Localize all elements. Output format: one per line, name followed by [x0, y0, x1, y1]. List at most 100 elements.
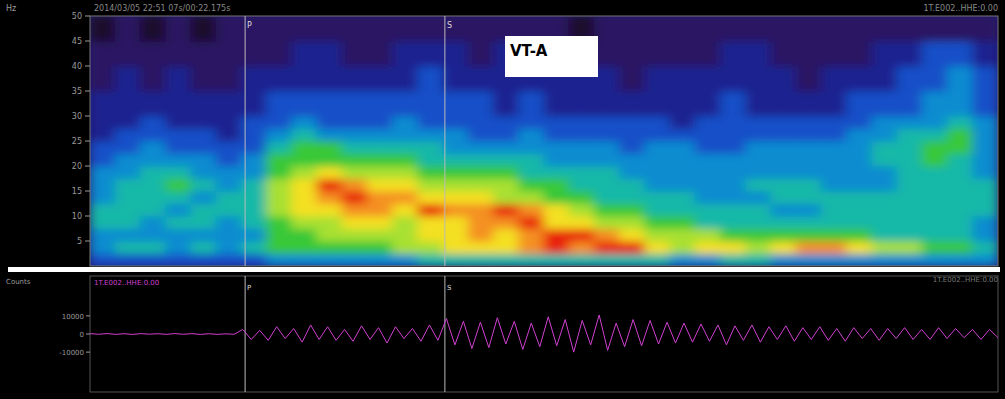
cell [670, 41, 696, 67]
cell [518, 253, 544, 266]
cell [796, 66, 822, 92]
cell [644, 216, 670, 230]
cell [821, 166, 847, 180]
cell [468, 191, 494, 205]
cell [569, 178, 595, 192]
cell [115, 41, 141, 67]
cell [922, 216, 948, 230]
cell [745, 166, 771, 180]
cell [569, 141, 595, 155]
cell [846, 241, 872, 255]
cell [569, 253, 595, 266]
cell [493, 191, 519, 205]
y-tick-label: 50 [72, 12, 82, 21]
plot-background [90, 16, 998, 266]
cell [291, 216, 317, 230]
cell [544, 91, 570, 117]
cell [897, 41, 923, 67]
cell [821, 128, 847, 142]
cell [644, 166, 670, 180]
cell [342, 203, 368, 217]
cell [569, 228, 595, 242]
y-tick [85, 216, 90, 217]
cell [544, 191, 570, 205]
cell [90, 216, 116, 230]
cell [417, 253, 443, 266]
cell [468, 253, 494, 266]
cell [216, 153, 242, 167]
y-tick-label: 20 [72, 162, 82, 171]
cell [216, 16, 242, 42]
cell [216, 228, 242, 242]
cell [771, 216, 797, 230]
cell [190, 128, 216, 142]
cell [846, 128, 872, 142]
cell [216, 216, 242, 230]
cell [317, 116, 343, 130]
cell [443, 216, 469, 230]
cell [594, 178, 620, 192]
cell [745, 41, 771, 67]
cell [569, 191, 595, 205]
cell [796, 228, 822, 242]
cell [846, 41, 872, 67]
cell [190, 66, 216, 92]
cell [291, 116, 317, 130]
cell [720, 116, 746, 130]
cell [190, 116, 216, 130]
page: {"chart_data": [ {"type": "heatmap", "ti… [0, 0, 1005, 399]
cell [544, 253, 570, 266]
cell [90, 178, 116, 192]
cell [518, 166, 544, 180]
cell [342, 128, 368, 142]
cell [291, 241, 317, 255]
cell [695, 191, 721, 205]
cell [745, 203, 771, 217]
cell [871, 116, 897, 130]
cell [216, 141, 242, 155]
separator [8, 267, 1000, 272]
cell [190, 91, 216, 117]
cell [544, 166, 570, 180]
cell [846, 16, 872, 42]
cell [594, 141, 620, 155]
cell [266, 141, 292, 155]
cell [115, 228, 141, 242]
cell [367, 203, 393, 217]
cell [922, 16, 948, 42]
cell [90, 66, 116, 92]
cell [493, 178, 519, 192]
cell [846, 141, 872, 155]
cell [644, 153, 670, 167]
cell [115, 141, 141, 155]
cell [342, 228, 368, 242]
cell [796, 141, 822, 155]
cell [771, 41, 797, 67]
cell [392, 16, 418, 42]
cell [720, 166, 746, 180]
cell [972, 116, 998, 130]
y-axis-label: Counts [6, 278, 31, 286]
cell [266, 66, 292, 92]
cell [468, 16, 494, 42]
cell [644, 228, 670, 242]
cell [317, 16, 343, 42]
cell [140, 178, 166, 192]
cell [871, 191, 897, 205]
cell [518, 203, 544, 217]
cell [922, 203, 948, 217]
cell [115, 241, 141, 255]
cell [291, 66, 317, 92]
cell [720, 16, 746, 42]
cell [972, 91, 998, 117]
cell [291, 16, 317, 42]
cell [544, 178, 570, 192]
cell [342, 116, 368, 130]
cell [821, 116, 847, 130]
cell [367, 66, 393, 92]
cell [695, 216, 721, 230]
cell [720, 241, 746, 255]
cell [897, 16, 923, 42]
cell [745, 66, 771, 92]
cell [392, 128, 418, 142]
